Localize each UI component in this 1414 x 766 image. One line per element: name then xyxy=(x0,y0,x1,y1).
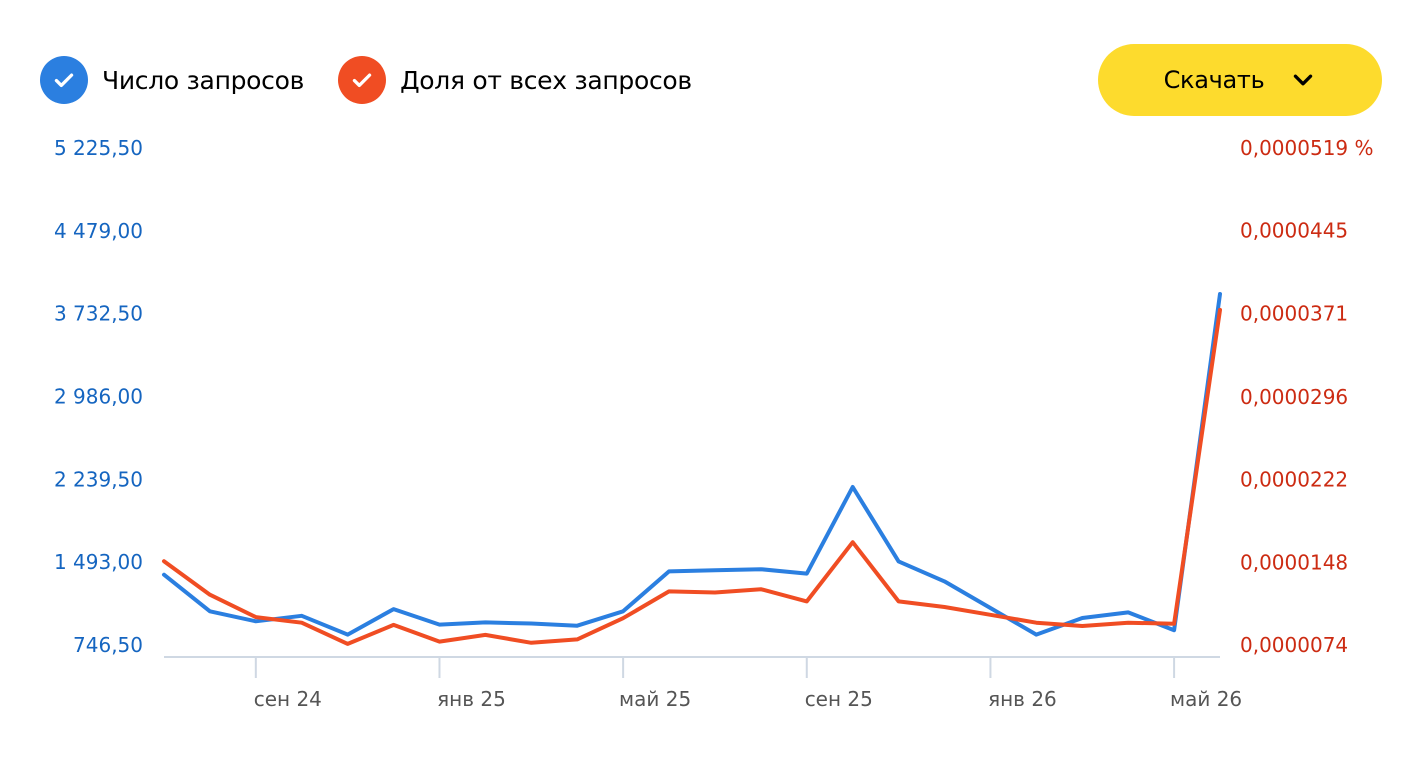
right-axis-tick-label: 0,0000371 xyxy=(1240,301,1348,325)
legend-item-query-count[interactable]: Число запросов xyxy=(40,56,304,104)
right-axis-tick-label: 0,0000445 xyxy=(1240,219,1348,243)
right-axis-tick-label: 0,0000519 % xyxy=(1240,136,1374,160)
left-axis-tick-label: 2 239,50 xyxy=(54,467,143,491)
left-axis-tick-label: 2 986,00 xyxy=(54,385,143,409)
x-tick-label: янв 26 xyxy=(988,687,1057,711)
right-axis-tick-label: 0,0000222 xyxy=(1240,468,1348,492)
chevron-down-icon xyxy=(1290,67,1316,93)
x-tick-label: сен 25 xyxy=(805,687,873,711)
right-axis-tick-label: 0,0000074 xyxy=(1240,633,1348,657)
legend-label: Доля от всех запросов xyxy=(400,65,692,95)
x-tick-label: сен 24 xyxy=(254,687,322,711)
right-axis-tick-label: 0,0000148 xyxy=(1240,550,1348,574)
left-axis-tick-label: 3 732,50 xyxy=(54,302,143,326)
series-line-share xyxy=(162,307,1222,646)
legend-item-share-of-queries[interactable]: Доля от всех запросов xyxy=(338,56,692,104)
series-line-query-count xyxy=(162,292,1222,637)
download-label: Скачать xyxy=(1163,66,1265,94)
x-tick-label: май 26 xyxy=(1170,687,1242,711)
left-axis-tick-label: 4 479,00 xyxy=(54,219,143,243)
x-tick-label: май 25 xyxy=(619,687,691,711)
left-axis-tick-label: 1 493,00 xyxy=(54,550,143,574)
download-button[interactable]: Скачать xyxy=(1098,44,1382,116)
checkmark-icon[interactable] xyxy=(338,56,387,104)
checkmark-icon[interactable] xyxy=(40,56,88,104)
legend-label: Число запросов xyxy=(102,65,305,95)
right-axis-tick-label: 0,0000296 xyxy=(1240,385,1348,409)
left-axis-tick-label: 746,50 xyxy=(73,633,143,657)
x-tick-label: янв 25 xyxy=(437,687,506,711)
left-axis-tick-label: 5 225,50 xyxy=(54,136,143,160)
chart-legend: Число запросов Доля от всех запросов xyxy=(40,56,726,104)
